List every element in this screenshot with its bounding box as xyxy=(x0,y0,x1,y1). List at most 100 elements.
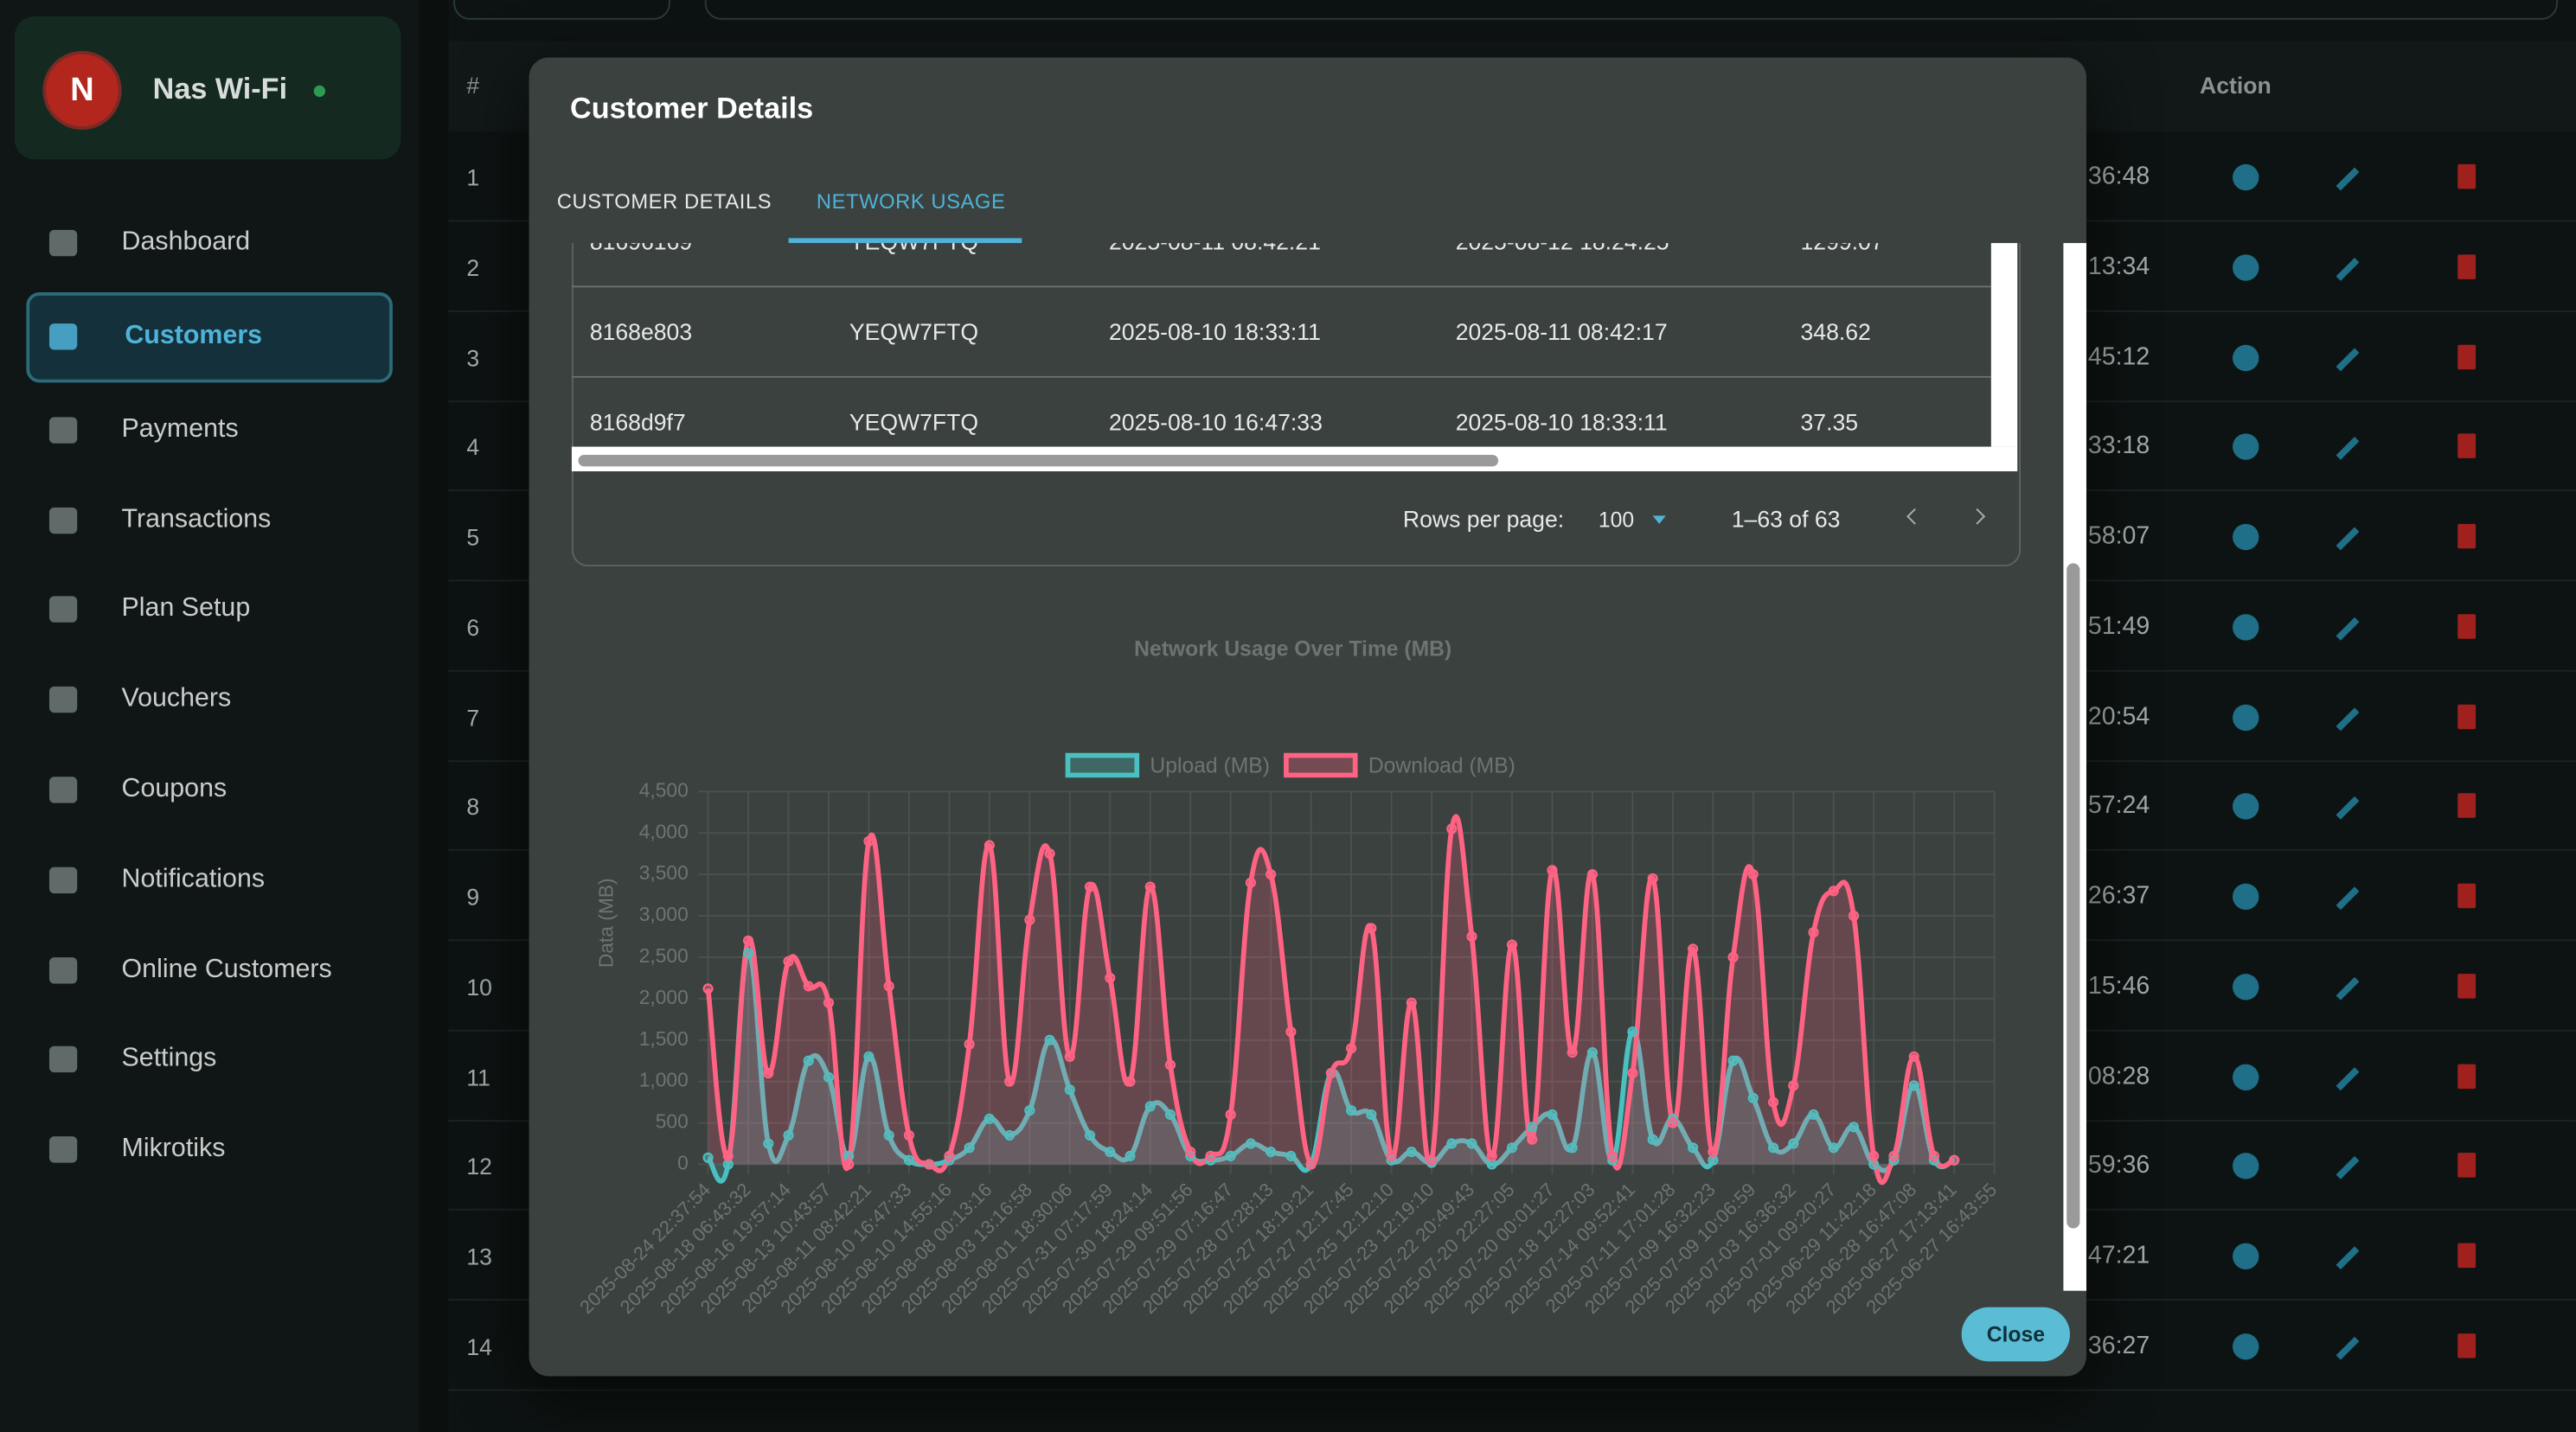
point xyxy=(722,1159,734,1170)
y-tick-label: 2,500 xyxy=(639,944,689,967)
point xyxy=(702,1152,714,1163)
delete-icon[interactable] xyxy=(2457,163,2477,189)
menu-item[interactable]: Online Customers xyxy=(121,956,332,984)
info-icon[interactable] xyxy=(2233,1333,2259,1359)
point xyxy=(1366,923,1377,934)
edit-icon[interactable] xyxy=(2336,1156,2360,1180)
info-icon[interactable] xyxy=(2233,1243,2259,1270)
menu-item[interactable]: Settings xyxy=(121,1044,217,1073)
point xyxy=(1064,1051,1075,1063)
info-icon[interactable] xyxy=(2233,433,2259,461)
point xyxy=(1708,1154,1719,1166)
delete-icon[interactable] xyxy=(2457,343,2477,369)
delete-icon[interactable] xyxy=(2457,793,2477,819)
point xyxy=(843,1150,855,1161)
point xyxy=(1567,1047,1578,1058)
info-icon[interactable] xyxy=(2233,343,2259,371)
menu-item[interactable]: Mikrotiks xyxy=(121,1135,226,1163)
info-icon[interactable] xyxy=(2233,1153,2259,1180)
point xyxy=(1848,1122,1860,1133)
edit-icon[interactable] xyxy=(2336,527,2360,551)
edit-icon[interactable] xyxy=(2336,706,2360,731)
column-header: Action xyxy=(2200,72,2272,99)
edit-icon[interactable] xyxy=(2336,886,2360,911)
menu-icon xyxy=(48,323,78,350)
info-icon[interactable] xyxy=(2233,1063,2259,1090)
table-cell: YEQW7FTQ xyxy=(849,243,978,254)
point xyxy=(1747,869,1759,880)
point xyxy=(1266,1147,1277,1158)
delete-icon[interactable] xyxy=(2457,433,2477,459)
delete-icon[interactable] xyxy=(2457,1063,2477,1089)
point xyxy=(863,835,875,847)
delete-icon[interactable] xyxy=(2457,613,2477,639)
edit-icon[interactable] xyxy=(2336,617,2360,641)
info-icon[interactable] xyxy=(2233,163,2259,191)
point xyxy=(1305,1159,1317,1170)
edit-icon[interactable] xyxy=(2336,796,2360,821)
edit-icon[interactable] xyxy=(2336,347,2360,371)
menu-item[interactable]: Coupons xyxy=(121,775,227,803)
point xyxy=(964,1142,975,1154)
edit-icon[interactable] xyxy=(2336,1246,2360,1270)
horizontal-scroll-thumb[interactable] xyxy=(578,455,1499,467)
edit-icon[interactable] xyxy=(2336,1336,2360,1360)
point xyxy=(883,1129,894,1141)
edit-icon[interactable] xyxy=(2336,257,2360,281)
point xyxy=(1949,1154,1960,1166)
row-time: 47:21 xyxy=(2087,1241,2150,1270)
menu-item[interactable]: Dashboard xyxy=(121,227,251,257)
delete-icon[interactable] xyxy=(2457,973,2477,999)
close-button[interactable]: Close xyxy=(1961,1307,2070,1362)
info-icon[interactable] xyxy=(2233,613,2259,641)
menu-item[interactable]: Customers xyxy=(125,322,263,350)
point xyxy=(1004,1129,1016,1141)
row-time: 45:12 xyxy=(2087,342,2150,371)
table-cell: 2025-08-10 16:47:33 xyxy=(1108,408,1323,436)
edit-icon[interactable] xyxy=(2336,167,2360,191)
menu-item[interactable]: Transactions xyxy=(121,505,272,534)
point xyxy=(763,1138,774,1149)
row-index: 7 xyxy=(466,703,480,731)
modal-scroll-thumb[interactable] xyxy=(2067,563,2080,1229)
row-index: 6 xyxy=(466,613,480,641)
y-tick-label: 2,000 xyxy=(639,986,689,1008)
point xyxy=(803,981,814,992)
point xyxy=(742,948,754,959)
edit-icon[interactable] xyxy=(2336,1066,2360,1090)
delete-icon[interactable] xyxy=(2457,703,2477,729)
tab[interactable]: NETWORK USAGE xyxy=(816,190,1006,214)
row-index: 12 xyxy=(466,1153,492,1180)
point xyxy=(1004,1076,1016,1087)
delete-icon[interactable] xyxy=(2457,1153,2477,1179)
point xyxy=(1627,1026,1638,1038)
info-icon[interactable] xyxy=(2233,703,2259,731)
edit-icon[interactable] xyxy=(2336,976,2360,1000)
rows-per-page-select[interactable]: 100 xyxy=(1598,507,1635,533)
info-icon[interactable] xyxy=(2233,883,2259,911)
delete-icon[interactable] xyxy=(2457,523,2477,549)
point xyxy=(1868,1159,1880,1170)
info-icon[interactable] xyxy=(2233,253,2259,281)
menu-item[interactable]: Notifications xyxy=(121,865,266,894)
edit-icon[interactable] xyxy=(2336,437,2360,461)
point xyxy=(1225,1150,1236,1161)
delete-icon[interactable] xyxy=(2457,1333,2477,1358)
row-separator xyxy=(448,1389,2576,1391)
menu-icon xyxy=(48,686,78,713)
info-icon[interactable] xyxy=(2233,523,2259,551)
menu-item[interactable]: Plan Setup xyxy=(121,594,251,623)
info-icon[interactable] xyxy=(2233,793,2259,821)
delete-icon[interactable] xyxy=(2457,253,2477,279)
customer-details-modal: Customer Details 81696169 YEQW7FTQ 2025-08… xyxy=(529,57,2086,1377)
tab[interactable]: CUSTOMER DETAILS xyxy=(556,190,772,214)
info-icon[interactable] xyxy=(2233,973,2259,1000)
delete-icon[interactable] xyxy=(2457,1243,2477,1269)
menu-item[interactable]: Payments xyxy=(121,415,239,444)
y-tick-label: 4,500 xyxy=(639,778,689,801)
menu-item[interactable]: Vouchers xyxy=(121,684,232,713)
point xyxy=(1727,951,1739,963)
point xyxy=(1125,1150,1136,1161)
delete-icon[interactable] xyxy=(2457,883,2477,909)
row-index: 4 xyxy=(466,433,480,461)
